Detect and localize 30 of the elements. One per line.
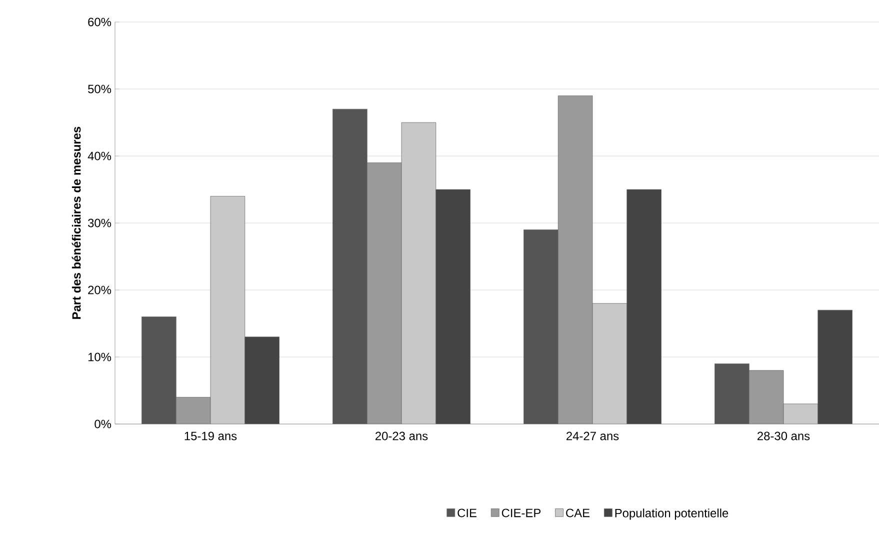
y-tick-label: 0%	[94, 420, 112, 428]
y-tick-label: 10%	[88, 352, 112, 362]
bar	[818, 310, 852, 424]
bar	[748, 370, 784, 424]
bar	[332, 108, 368, 424]
x-tick-label: 28-30 ans	[758, 432, 810, 440]
bar	[626, 189, 662, 424]
x-tick-label: 15-19 ans	[184, 432, 237, 440]
y-tick-label: 60%	[88, 18, 112, 26]
legend-label: CAE	[566, 508, 590, 518]
y-tick-label: 40%	[88, 152, 112, 160]
bar	[592, 303, 628, 424]
y-tick-label: 20%	[88, 286, 112, 294]
y-tick-label: 50%	[88, 84, 112, 94]
x-tick-label: 20-23 ans	[376, 432, 428, 440]
bar	[524, 230, 558, 424]
bar	[783, 404, 818, 424]
x-tick-label: 24-27 ans	[566, 432, 619, 440]
bar	[244, 336, 280, 424]
bar	[142, 316, 176, 424]
bar	[436, 189, 470, 424]
legend-label: Population potentielle	[615, 508, 728, 520]
legend-label: CIE-EP	[502, 508, 541, 518]
bar	[714, 364, 750, 424]
bar	[176, 397, 211, 424]
bar	[558, 96, 593, 424]
y-tick-label: 30%	[88, 218, 112, 228]
legend-label: CIE	[458, 508, 476, 518]
bar	[366, 162, 402, 424]
y-axis-title: Part des bénéficiaires de mesures	[72, 126, 81, 319]
